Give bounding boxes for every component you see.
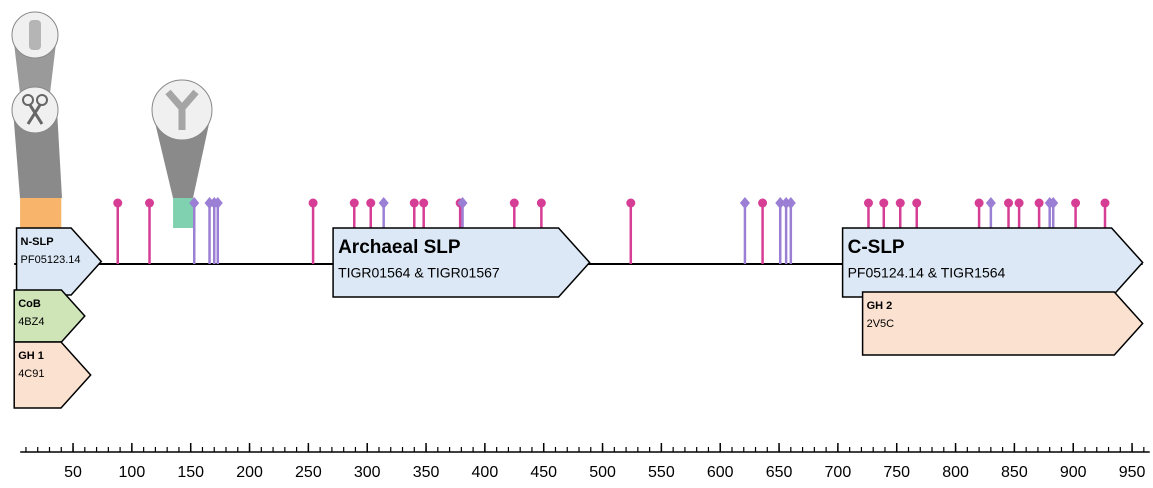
tick-label: 250 <box>295 464 322 481</box>
region <box>20 198 61 228</box>
tick-label: 350 <box>413 464 440 481</box>
tick-label: 700 <box>825 464 852 481</box>
domain-id: TIGR01564 & TIGR01567 <box>338 265 500 281</box>
domain-id: PF05123.14 <box>21 254 81 266</box>
domain-name: Archaeal SLP <box>338 237 461 258</box>
site-marker <box>145 199 154 265</box>
site-head <box>864 199 873 208</box>
domain-name: C-SLP <box>848 237 905 258</box>
domain-name: GH 2 <box>867 300 893 312</box>
site-head <box>1004 199 1013 208</box>
site-marker <box>775 197 785 264</box>
site-head <box>896 199 905 208</box>
site-marker <box>758 199 767 265</box>
tick-label: 200 <box>236 464 263 481</box>
protease-icon <box>12 87 58 133</box>
site-head <box>758 199 767 208</box>
site-head <box>1101 199 1110 208</box>
site-head <box>1015 199 1024 208</box>
icons <box>12 12 212 198</box>
tick-label: 750 <box>883 464 910 481</box>
domain-id: PF05124.14 & TIGR1564 <box>848 265 1006 281</box>
tick-label: 400 <box>472 464 499 481</box>
tick-label: 800 <box>942 464 969 481</box>
site-head <box>350 199 359 208</box>
domain-id: 4C91 <box>18 368 44 380</box>
site-head <box>366 199 375 208</box>
domain <box>863 292 1143 355</box>
site-head <box>879 199 888 208</box>
site-head <box>1035 199 1044 208</box>
tick-label: 600 <box>707 464 734 481</box>
tick-label: 150 <box>177 464 204 481</box>
site-head <box>145 199 154 208</box>
tick-label: 100 <box>119 464 146 481</box>
site-head <box>740 197 750 209</box>
site-marker <box>626 199 635 265</box>
tick-label: 550 <box>648 464 675 481</box>
site-head <box>626 199 635 208</box>
site-head <box>537 199 546 208</box>
site-head <box>410 199 419 208</box>
tick-label: 950 <box>1119 464 1146 481</box>
domain-id: 4BZ4 <box>18 316 44 328</box>
tick-label: 50 <box>64 464 82 481</box>
domain-id: 2V5C <box>867 318 895 330</box>
tick-label: 850 <box>1001 464 1028 481</box>
domain-diagram: N-SLP PF05123.14 Archaeal SLP TIGR01564 & T… <box>0 0 1153 488</box>
site-head <box>113 199 122 208</box>
membrane-icon <box>29 20 41 50</box>
domain-name: GH 1 <box>18 350 44 362</box>
domain-name: N-SLP <box>21 236 54 248</box>
site-marker <box>740 197 750 264</box>
tick-label: 900 <box>1060 464 1087 481</box>
site-head <box>379 197 389 209</box>
tick-label: 300 <box>354 464 381 481</box>
domain-name: CoB <box>18 298 41 310</box>
site-head <box>309 199 318 208</box>
site-head <box>510 199 519 208</box>
tick-label: 450 <box>530 464 557 481</box>
site-head <box>975 199 984 208</box>
site-head <box>986 197 996 209</box>
site-marker <box>309 199 318 265</box>
site-marker <box>113 199 122 265</box>
tick-label: 650 <box>766 464 793 481</box>
site-head <box>419 199 428 208</box>
site-head <box>1071 199 1080 208</box>
tick-label: 500 <box>589 464 616 481</box>
site-head <box>912 199 921 208</box>
